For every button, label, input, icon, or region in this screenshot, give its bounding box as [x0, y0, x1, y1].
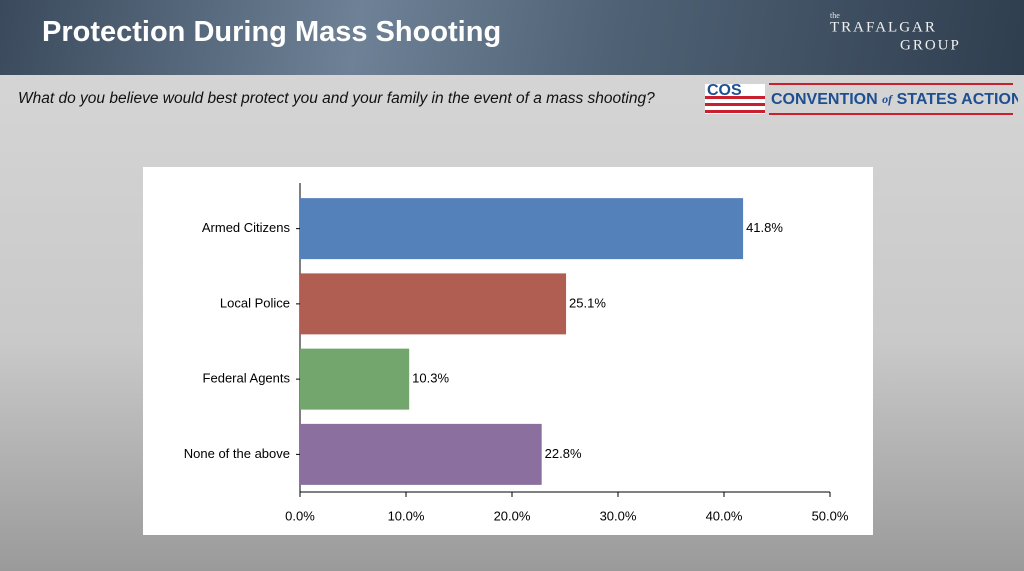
bar [300, 348, 410, 410]
x-tick-label: 40.0% [706, 508, 743, 523]
logo-text: the [830, 11, 840, 20]
y-tick-label: Armed Citizens [202, 220, 291, 235]
x-tick-label: 50.0% [812, 508, 849, 523]
cos-logo: COS CONVENTION of STATES ACTION [705, 82, 1018, 115]
cos-name-part: STATES ACTION [897, 91, 1018, 108]
question: What do you believe would best protect y… [18, 90, 655, 107]
cos-name-part: of [882, 92, 893, 106]
cos-name: CONVENTION of STATES ACTION [771, 91, 1018, 108]
value-label: 22.8% [545, 446, 582, 461]
flag-stripe [705, 96, 765, 99]
bar [300, 198, 744, 260]
y-tick-label: Federal Agents [203, 371, 291, 386]
slide-title: Protection During Mass Shooting [42, 16, 502, 48]
x-tick-label: 30.0% [600, 508, 637, 523]
logo-text: GROUP [900, 37, 961, 53]
chart: 0.0% 10.0% 20.0% 30.0% 40.0% 50.0% 41.8% Armed … [143, 167, 873, 535]
trafalgar-logo: the TRAFALGAR GROUP [830, 11, 961, 54]
x-tick-label: 0.0% [285, 508, 315, 523]
x-tick-label: 10.0% [388, 508, 425, 523]
header-band: Protection During Mass Shooting the TRAF… [0, 0, 1024, 75]
flag-stripe [705, 103, 765, 106]
bar [300, 273, 567, 335]
y-tick-label: Local Police [220, 295, 290, 310]
cos-mark: COS [707, 82, 742, 99]
value-label: 25.1% [569, 295, 606, 310]
logo-text: TRAFALGAR [830, 19, 937, 35]
y-tick-label: None of the above [184, 446, 290, 461]
bar [300, 423, 542, 485]
value-label: 10.3% [412, 371, 449, 386]
flag-stripe [705, 110, 765, 113]
value-label: 41.8% [746, 220, 783, 235]
x-tick-label: 20.0% [494, 508, 531, 523]
cos-name-part: CONVENTION [771, 91, 878, 108]
